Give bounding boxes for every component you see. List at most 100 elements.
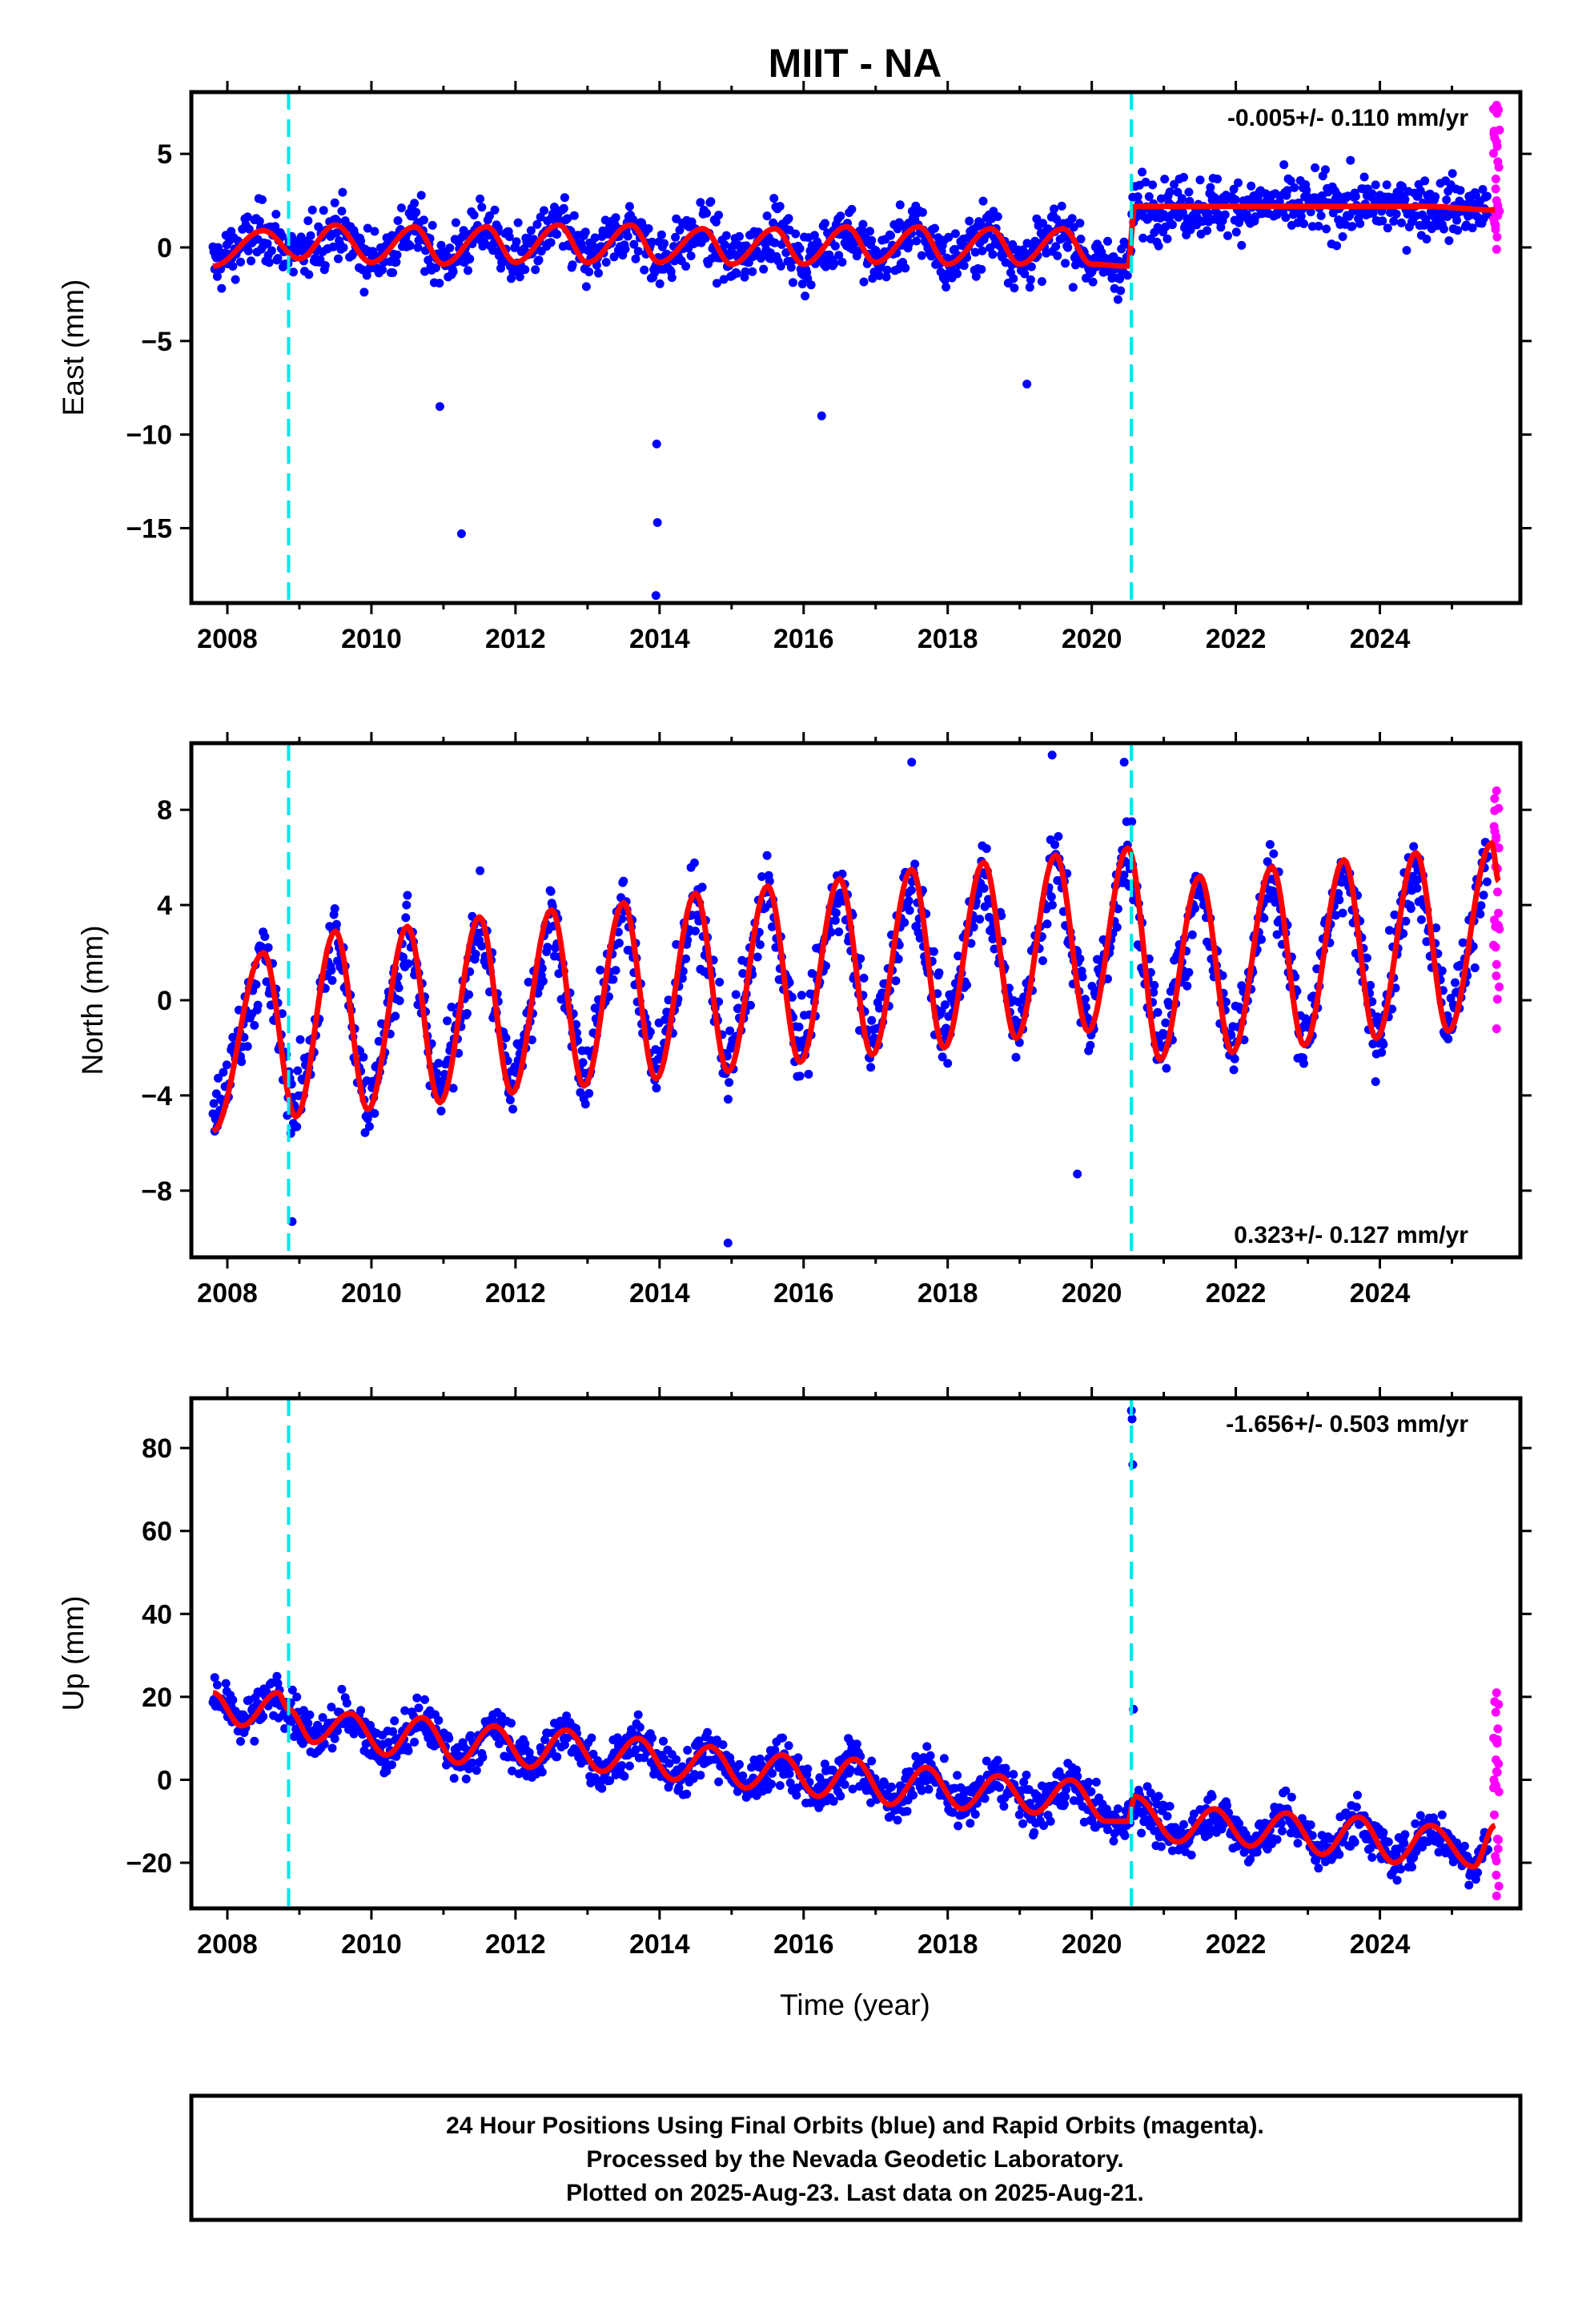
final-orbit-point — [820, 1759, 829, 1769]
final-orbit-point — [217, 283, 227, 293]
final-orbit-point — [762, 850, 772, 860]
final-orbit-point — [995, 1783, 1004, 1792]
final-orbit-point — [866, 1063, 876, 1072]
y-tick-label: −4 — [141, 1081, 172, 1112]
final-orbit-point — [331, 919, 341, 929]
final-orbit-point — [635, 1723, 644, 1732]
final-orbit-point — [303, 1719, 313, 1728]
final-orbit-point — [895, 200, 905, 210]
final-orbit-point — [412, 207, 421, 217]
final-orbit-point — [259, 1711, 268, 1721]
east-y-ticks: 50−5−10−15 — [126, 139, 1532, 545]
north-y-ticks: 840−4−8 — [141, 795, 1532, 1207]
final-orbit-point — [231, 275, 240, 284]
final-orbit-point — [1471, 1875, 1480, 1884]
rapid-orbit-point — [1492, 1891, 1501, 1900]
final-orbit-point — [1299, 1059, 1308, 1068]
final-orbit-point — [633, 247, 643, 256]
final-orbit-point — [867, 235, 877, 245]
final-orbit-point — [410, 1737, 420, 1747]
final-orbit-point — [1351, 191, 1360, 201]
x-tick-label: 2008 — [197, 624, 258, 654]
final-orbit-point — [559, 203, 568, 213]
final-orbit-point — [488, 246, 498, 255]
final-orbit-point — [943, 1059, 953, 1068]
final-orbit-point — [1189, 1809, 1199, 1819]
final-orbit-point — [633, 1710, 643, 1719]
final-orbit-point — [725, 1078, 734, 1088]
final-orbit-point — [295, 1035, 305, 1044]
final-orbit-point — [893, 955, 903, 963]
final-orbit-point — [1331, 911, 1340, 920]
final-orbit-point — [280, 1724, 290, 1733]
final-orbit-point — [414, 1703, 424, 1713]
final-orbit-point — [830, 241, 840, 251]
final-orbit-point — [859, 973, 869, 983]
final-orbit-point — [237, 1057, 247, 1067]
final-orbit-point — [1184, 187, 1194, 197]
rapid-orbit-point — [1492, 1767, 1501, 1776]
final-orbit-point — [874, 271, 884, 280]
footer-line-3: Plotted on 2025-Aug-23. Last data on 202… — [566, 2180, 1144, 2206]
final-orbit-point — [1281, 1786, 1291, 1795]
final-orbit-point — [507, 1719, 516, 1728]
final-orbit-point — [1409, 842, 1419, 851]
final-orbit-point — [327, 966, 336, 975]
final-orbit-point — [830, 915, 840, 925]
final-orbit-point — [1076, 235, 1086, 243]
final-orbit-point — [674, 1783, 684, 1792]
final-orbit-point — [768, 1768, 777, 1778]
final-orbit-point — [1412, 883, 1422, 893]
final-orbit-point — [1009, 1770, 1018, 1779]
final-orbit-point — [1120, 1831, 1130, 1840]
final-orbit-point — [1447, 169, 1457, 179]
final-orbit-point — [472, 1766, 481, 1775]
x-tick-label: 2008 — [197, 1278, 258, 1309]
final-orbit-point — [922, 1742, 932, 1751]
final-orbit-point — [694, 1736, 704, 1746]
rapid-orbit-point — [1492, 232, 1502, 242]
final-orbit-point — [1302, 185, 1311, 195]
final-orbit-point — [631, 1745, 640, 1755]
final-orbit-point — [244, 224, 254, 234]
final-orbit-point — [253, 1000, 263, 1010]
final-orbit-point — [1416, 915, 1426, 924]
final-orbit-point — [1011, 1052, 1021, 1062]
final-orbit-point — [905, 238, 914, 247]
x-tick-label: 2010 — [341, 1929, 402, 1960]
final-orbit-point — [262, 977, 271, 987]
final-orbit-point — [342, 1699, 351, 1708]
final-orbit-point — [1281, 213, 1291, 223]
x-tick-label: 2016 — [773, 1929, 834, 1960]
final-orbit-point — [1137, 1828, 1146, 1838]
final-orbit-point — [1443, 1034, 1453, 1043]
final-orbit-point — [337, 1684, 347, 1694]
final-orbit-point — [867, 1756, 877, 1766]
final-orbit-point — [1203, 226, 1212, 235]
final-orbit-point — [775, 1781, 785, 1791]
final-orbit-point — [543, 943, 552, 952]
final-orbit-point — [1051, 242, 1061, 251]
final-orbit-point — [319, 206, 328, 215]
y-tick-label: 40 — [142, 1599, 172, 1630]
final-orbit-point — [675, 225, 685, 235]
final-orbit-point — [1383, 1837, 1393, 1847]
final-orbit-point — [1179, 172, 1188, 182]
final-orbit-point — [485, 211, 494, 220]
x-tick-label: 2018 — [917, 624, 978, 654]
final-orbit-point — [364, 1122, 374, 1132]
rapid-orbit-point — [1492, 786, 1501, 795]
final-orbit-point — [659, 1736, 668, 1746]
final-orbit-point — [581, 282, 591, 292]
rapid-orbit-point — [1494, 843, 1504, 853]
final-orbit-point — [845, 1765, 855, 1775]
final-orbit-point — [678, 967, 688, 976]
final-orbit-point — [720, 240, 729, 250]
outlier-point — [456, 529, 466, 539]
final-orbit-point — [568, 260, 577, 270]
final-orbit-point — [250, 1736, 259, 1746]
final-orbit-point — [288, 267, 298, 277]
final-orbit-point — [273, 1679, 283, 1688]
final-orbit-point — [1479, 891, 1488, 900]
